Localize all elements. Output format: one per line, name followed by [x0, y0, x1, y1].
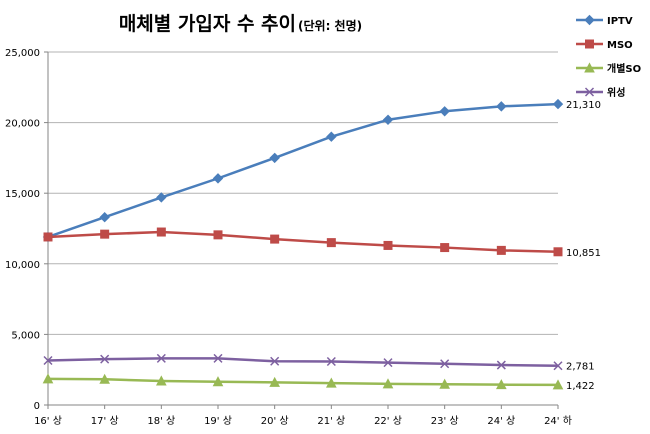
axis-layer: 0 5,000 10,000 15,000 20,000 25,000 16' 상 17' 상… [5, 48, 572, 427]
data-point [439, 106, 450, 117]
end-value-label: 10,851 [566, 248, 601, 259]
legend-label: 개별SO [607, 62, 641, 75]
data-point [553, 247, 563, 257]
series-line [47, 377, 559, 387]
marker-stroke [213, 353, 223, 363]
x-tick-label: 21' 상 [317, 415, 345, 427]
legend-label: MSO [607, 40, 633, 51]
legend-marker [585, 39, 594, 49]
end-value-label: 21,310 [566, 100, 601, 111]
legend-item: MSO [576, 39, 633, 51]
y-tick-label: 25,000 [5, 48, 40, 59]
data-point [553, 361, 563, 371]
data-point [383, 240, 393, 250]
data-point [496, 101, 507, 112]
legend-marker [584, 14, 595, 26]
y-tick-label: 5,000 [11, 330, 40, 341]
data-point [213, 353, 223, 363]
marker-stroke [383, 358, 393, 368]
data-point [439, 378, 450, 389]
data-point [100, 229, 110, 239]
series-위성: 2,781 [43, 353, 595, 373]
x-tick-label: 17' 상 [91, 415, 119, 427]
legend-marker [584, 62, 595, 73]
series-MSO: 10,851 [43, 227, 601, 259]
data-point [496, 245, 506, 255]
data-point [270, 234, 280, 244]
x-tick-label: 24' 상 [487, 415, 515, 427]
series-개별SO: 1,422 [42, 373, 595, 392]
data-point [269, 152, 280, 164]
legend-item: 개별SO [576, 62, 641, 75]
marker-stroke [43, 355, 53, 366]
marker-stroke [584, 87, 595, 97]
data-point [496, 360, 506, 370]
data-point [269, 376, 280, 387]
x-tick-label: 23' 상 [431, 415, 459, 427]
data-point [43, 355, 53, 366]
marker-stroke [440, 359, 450, 369]
data-point [156, 375, 167, 386]
data-point [99, 373, 110, 384]
data-point [42, 373, 54, 384]
data-point [43, 232, 53, 242]
data-point [156, 353, 166, 363]
data-point [156, 192, 167, 203]
grid-layer [48, 51, 558, 335]
data-point [270, 356, 280, 366]
end-value-label: 1,422 [566, 381, 595, 392]
series-line [47, 230, 559, 254]
data-point [326, 356, 336, 367]
y-tick-label: 0 [34, 401, 40, 412]
marker-stroke [100, 354, 110, 364]
legend: IPTV MSO 개별SO 위성 [576, 14, 641, 99]
legend-label: 위성 [607, 86, 625, 99]
data-point [213, 230, 223, 240]
data-point [440, 243, 450, 253]
data-point [382, 114, 394, 125]
y-tick-label: 20,000 [5, 119, 40, 130]
data-point [100, 354, 110, 364]
series-layer: 21,310 10,851 1,422 2,781 [42, 98, 601, 392]
legend-item: 위성 [576, 86, 625, 99]
legend-marker [584, 87, 595, 97]
x-tick-label: 20' 상 [261, 415, 289, 427]
marker-stroke [270, 356, 280, 366]
series-line [47, 102, 559, 239]
data-point [212, 173, 224, 184]
data-point [496, 379, 507, 390]
data-point [212, 376, 224, 387]
data-point [552, 98, 564, 110]
series-IPTV: 21,310 [42, 98, 601, 243]
chart-title: 매체별 가입자 수 추이 [119, 13, 296, 35]
data-point [382, 378, 394, 389]
x-tick-label: 18' 상 [147, 415, 175, 427]
data-point [326, 131, 337, 142]
chart-subtitle: (단위: 천명) [298, 18, 362, 33]
x-tick-label: 16' 상 [34, 415, 62, 427]
y-tick-label: 10,000 [5, 260, 40, 271]
end-value-label: 2,781 [566, 362, 595, 373]
data-point [383, 358, 393, 368]
data-point [156, 227, 166, 237]
marker-stroke [326, 356, 336, 367]
x-tick-label: 22' 상 [374, 415, 402, 427]
y-tick-label: 15,000 [5, 189, 40, 200]
x-tick-label: 19' 상 [204, 415, 232, 427]
marker-stroke [156, 353, 166, 363]
legend-label: IPTV [607, 16, 633, 27]
data-point [552, 379, 564, 390]
legend-item: IPTV [576, 14, 633, 27]
marker-stroke [496, 360, 506, 370]
data-point [440, 359, 450, 369]
x-tick-label: 24' 하 [544, 414, 572, 427]
data-point [326, 377, 337, 388]
data-point [326, 238, 336, 248]
series-line [47, 357, 559, 367]
data-point [99, 211, 110, 223]
marker-stroke [553, 361, 563, 371]
